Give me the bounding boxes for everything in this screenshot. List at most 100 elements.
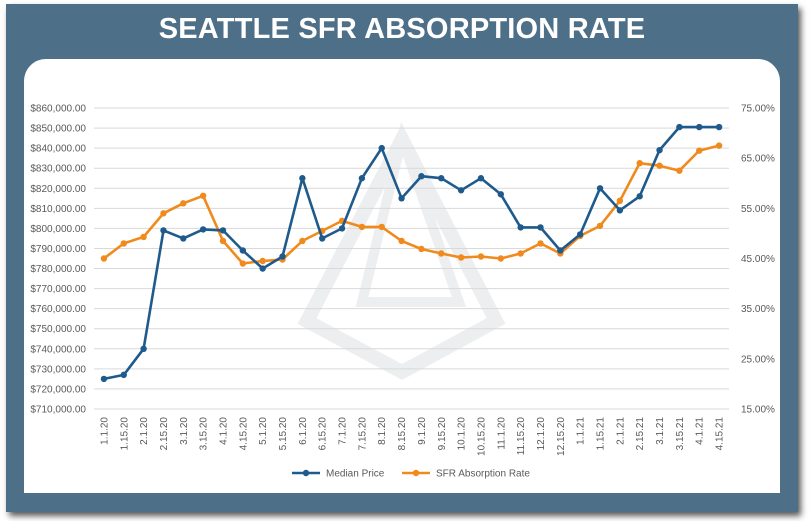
- right-tick-label: 65.00%: [741, 154, 775, 165]
- left-tick-label: $770,000.00: [30, 284, 86, 295]
- right-tick-label: 35.00%: [741, 304, 775, 315]
- data-point: [438, 250, 445, 257]
- data-point: [596, 185, 604, 192]
- data-point: [715, 123, 723, 131]
- data-point: [120, 371, 127, 379]
- x-tick-label: 10.1.20: [457, 417, 468, 451]
- data-point: [279, 253, 286, 260]
- x-tick-label: 6.15.20: [318, 417, 329, 451]
- data-point: [299, 237, 306, 245]
- data-point: [378, 144, 385, 152]
- data-point: [656, 146, 663, 154]
- data-point: [199, 192, 207, 199]
- x-tick-label: 10.15.20: [476, 417, 487, 456]
- chart-panel: $710,000.00 $720,000.00 $730,000.00 $740,00…: [24, 59, 780, 493]
- data-point: [715, 142, 723, 149]
- data-point: [219, 237, 227, 245]
- left-tick-label: $860,000.00: [30, 104, 86, 115]
- data-point: [120, 240, 127, 247]
- left-tick-label: $840,000.00: [30, 144, 86, 155]
- left-axis: $710,000.00 $720,000.00 $730,000.00 $740,00…: [30, 104, 86, 416]
- data-point: [398, 237, 405, 245]
- legend: Median Price SFR Absorption Rate: [292, 469, 530, 480]
- x-tick-label: 9.1.20: [417, 417, 428, 445]
- x-tick-label: 5.15.20: [278, 417, 289, 451]
- data-point: [100, 375, 108, 383]
- data-point: [299, 175, 306, 182]
- x-tick-label: 2.15.20: [159, 417, 170, 451]
- data-point: [180, 200, 187, 207]
- data-point: [180, 235, 187, 242]
- chart-frame: SEATTLE SFR ABSORPTION RATE $710,000.00 $…: [6, 4, 798, 512]
- left-tick-label: $810,000.00: [30, 204, 86, 215]
- left-tick-label: $740,000.00: [30, 344, 86, 355]
- data-point: [636, 193, 643, 200]
- data-point: [537, 240, 544, 247]
- right-tick-label: 25.00%: [741, 354, 775, 365]
- right-tick-label: 15.00%: [741, 405, 775, 416]
- x-axis: 1.1.20 1.15.20 2.1.20 2.15.20 3.1.20 3.15.20 4…: [99, 417, 725, 456]
- x-tick-label: 1.15.20: [119, 417, 130, 451]
- data-point: [199, 226, 207, 233]
- data-point: [656, 162, 663, 169]
- x-tick-label: 4.15.21: [715, 417, 726, 451]
- data-point: [457, 254, 465, 261]
- data-point: [616, 207, 624, 214]
- x-tick-label: 3.15.21: [675, 417, 686, 451]
- left-tick-label: $790,000.00: [30, 244, 86, 255]
- data-point: [497, 255, 504, 262]
- legend-label: SFR Absorption Rate: [436, 469, 530, 480]
- left-tick-label: $800,000.00: [30, 224, 86, 235]
- data-point: [239, 247, 247, 254]
- data-point: [160, 210, 167, 217]
- left-tick-label: $780,000.00: [30, 264, 86, 275]
- data-point: [338, 225, 346, 232]
- left-tick-label: $760,000.00: [30, 304, 86, 315]
- data-point: [576, 231, 584, 238]
- data-point: [319, 235, 326, 242]
- x-tick-label: 12.15.20: [556, 417, 567, 456]
- data-point: [696, 123, 703, 131]
- right-tick-label: 75.00%: [741, 104, 775, 115]
- data-point: [398, 195, 405, 202]
- legend-marker: [412, 469, 420, 477]
- x-tick-label: 11.1.20: [496, 417, 507, 450]
- data-point: [358, 175, 366, 182]
- data-point: [517, 250, 524, 257]
- data-point: [219, 227, 227, 234]
- x-tick-label: 2.1.20: [139, 417, 150, 445]
- data-point: [259, 257, 266, 265]
- x-tick-label: 2.15.21: [635, 417, 646, 451]
- data-point: [160, 227, 167, 234]
- data-point: [259, 265, 266, 272]
- data-point: [457, 187, 465, 194]
- legend-label: Median Price: [326, 469, 385, 480]
- data-point: [636, 159, 643, 167]
- data-point: [596, 222, 604, 230]
- x-tick-label: 4.1.21: [695, 417, 706, 445]
- data-point: [140, 233, 147, 241]
- x-tick-label: 1.1.20: [99, 417, 110, 445]
- watermark-logo: [297, 121, 506, 380]
- data-point: [418, 245, 425, 253]
- data-point: [616, 197, 624, 205]
- data-point: [696, 147, 703, 154]
- data-point: [358, 223, 366, 231]
- left-tick-label: $830,000.00: [30, 164, 86, 175]
- data-point: [557, 247, 564, 254]
- left-tick-label: $850,000.00: [30, 124, 86, 135]
- right-tick-label: 55.00%: [741, 204, 775, 215]
- x-tick-label: 7.1.20: [338, 417, 349, 445]
- page-title: SEATTLE SFR ABSORPTION RATE: [158, 13, 646, 45]
- right-tick-label: 45.00%: [741, 254, 775, 265]
- data-point: [676, 123, 683, 131]
- x-tick-label: 4.15.20: [238, 417, 249, 451]
- x-tick-label: 9.15.20: [437, 417, 448, 451]
- x-tick-label: 2.1.21: [615, 417, 626, 445]
- left-tick-label: $730,000.00: [30, 364, 86, 375]
- data-point: [140, 345, 147, 352]
- data-point: [537, 224, 544, 231]
- x-tick-label: 4.1.20: [218, 417, 229, 445]
- series-line: [103, 125, 720, 381]
- data-point: [676, 167, 683, 174]
